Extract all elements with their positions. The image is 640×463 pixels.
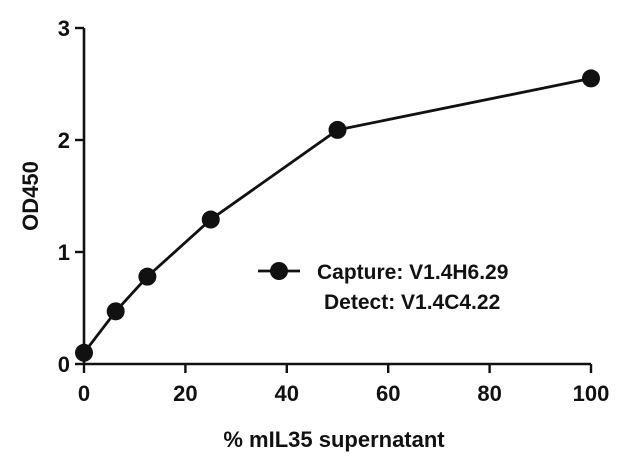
y-tick-label: 0 <box>58 352 70 377</box>
x-tick-label: 0 <box>78 381 90 406</box>
data-point <box>106 302 125 321</box>
y-axis-title: OD450 <box>18 161 43 231</box>
y-ticks: 0 1 2 3 <box>58 16 84 377</box>
y-tick-label: 2 <box>58 128 70 153</box>
legend-label-capture: Capture: V1.4H6.29 <box>317 261 508 284</box>
data-point <box>201 210 220 229</box>
axes <box>82 28 591 366</box>
data-point <box>75 343 93 362</box>
x-tick-label: 100 <box>573 381 610 406</box>
y-tick-label: 3 <box>58 16 70 41</box>
plot-area <box>75 69 600 362</box>
data-point <box>328 120 347 139</box>
legend: Capture: V1.4H6.29 Detect: V1.4C4.22 <box>258 261 508 314</box>
x-tick-label: 20 <box>173 381 197 406</box>
data-point <box>582 69 600 88</box>
legend-label-detect: Detect: V1.4C4.22 <box>324 291 500 314</box>
data-point <box>138 267 157 286</box>
x-tick-label: 80 <box>477 381 501 406</box>
x-tick-label: 40 <box>275 381 299 406</box>
y-tick-label: 1 <box>58 240 70 265</box>
legend-marker <box>270 262 288 280</box>
x-tick-label: 60 <box>376 381 400 406</box>
x-ticks: 0 20 40 60 80 100 <box>78 364 609 406</box>
x-axis-title: % mIL35 supernatant <box>223 427 445 452</box>
